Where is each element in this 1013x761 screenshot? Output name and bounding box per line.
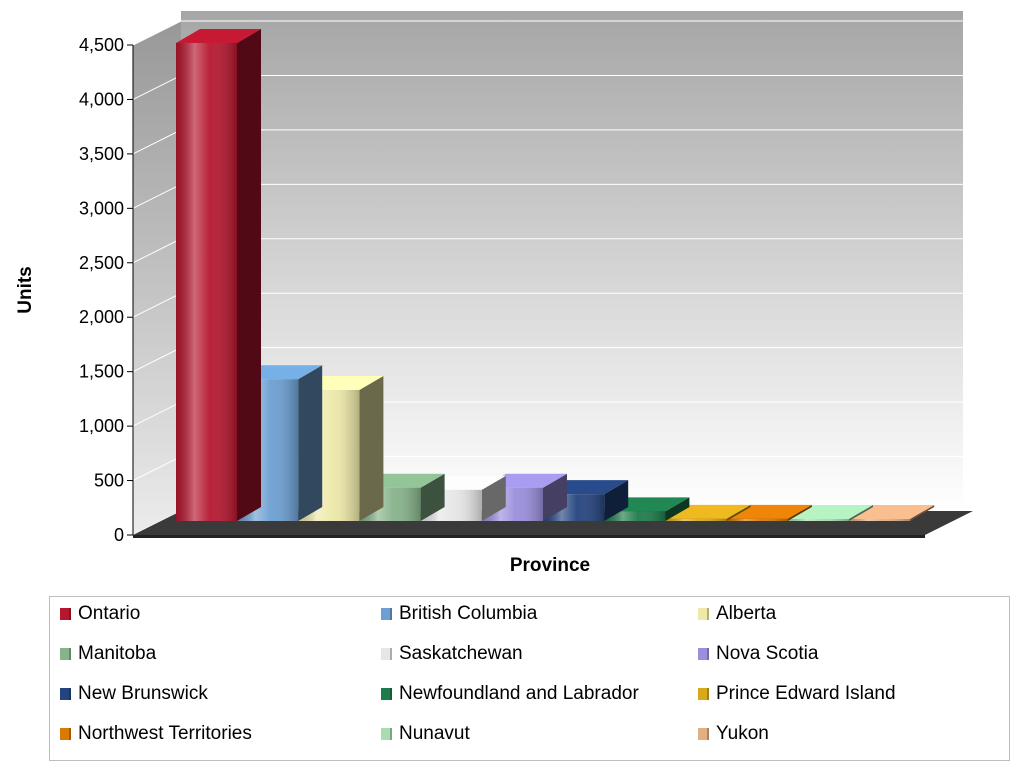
y-tick-label: 2,500 [79, 253, 124, 273]
y-tick-label: 4,000 [79, 89, 124, 109]
floor-edge [133, 535, 925, 538]
y-tick-label: 500 [94, 471, 124, 491]
side-wall [133, 21, 181, 535]
legend-item: Saskatchewan [381, 643, 523, 665]
x-axis-title: Province [510, 555, 590, 576]
bar-side [359, 375, 384, 521]
legend-item: Manitoba [60, 643, 156, 665]
bar-ontario [176, 29, 261, 521]
legend-label: Ontario [78, 603, 141, 624]
legend-label: Nunavut [399, 723, 470, 744]
bar-side [543, 473, 567, 521]
legend-label: Newfoundland and Labrador [399, 683, 639, 704]
legend-item: Yukon [698, 723, 769, 745]
legend-item: Northwest Territories [60, 723, 252, 745]
bar-front-sheen [665, 518, 727, 521]
legend-swatch [60, 728, 71, 740]
legend-item: Alberta [698, 603, 776, 625]
legend-item: Nunavut [381, 723, 470, 745]
legend-label: New Brunswick [78, 683, 208, 704]
legend-swatch [698, 728, 709, 740]
bar-side [910, 505, 935, 521]
bars [176, 29, 935, 521]
bar-chart: 0 500 1,000 1,500 2,000 2,500 3,000 3,500 4,000 4… [15, 11, 973, 576]
y-tick-label: 4,500 [79, 35, 124, 55]
legend-swatch [381, 728, 392, 740]
legend-label: Manitoba [78, 643, 157, 664]
legend-item: Nova Scotia [698, 643, 818, 665]
bar-top [176, 29, 261, 43]
legend-label: Nova Scotia [716, 643, 819, 664]
y-tick-label: 0 [114, 525, 124, 545]
y-axis-title: Units [15, 266, 36, 314]
legend-label: Saskatchewan [399, 643, 523, 664]
legend-item: New Brunswick [60, 683, 208, 705]
gridline [132, 20, 963, 46]
bar-front-sheen [176, 43, 237, 521]
y-axis-ticks: 0 500 1,000 1,500 2,000 2,500 3,000 3,500 4,000 4… [79, 35, 134, 545]
bar-side [787, 504, 812, 521]
legend-swatch [698, 648, 709, 660]
legend-label: Yukon [716, 723, 769, 744]
legend-item: Ontario [60, 603, 140, 625]
bar-top [788, 505, 873, 519]
bar-side [665, 497, 690, 521]
legend-item: Prince Edward Island [698, 683, 896, 705]
bar-front-sheen [604, 511, 666, 521]
bar-nunavut [788, 505, 873, 521]
bar-front-sheen [726, 518, 788, 521]
bar-top [849, 505, 935, 519]
bar-side [481, 475, 506, 521]
legend-label: Northwest Territories [78, 723, 252, 744]
legend-swatch [381, 688, 392, 700]
y-tick-label: 3,000 [79, 198, 124, 218]
legend-swatch [381, 608, 392, 620]
bar-front-sheen [788, 519, 849, 521]
legend-swatch [698, 688, 709, 700]
legend-item: Newfoundland and Labrador [381, 683, 639, 705]
bar-side [726, 504, 751, 521]
legend-swatch [60, 648, 71, 660]
y-tick-label: 1,000 [79, 416, 124, 436]
legend-label: Prince Edward Island [716, 683, 896, 704]
legend-swatch [60, 688, 71, 700]
legend-swatch [60, 608, 71, 620]
y-tick-label: 1,500 [79, 362, 124, 382]
bar-side [849, 505, 873, 521]
bar-side [420, 473, 445, 521]
legend-swatch [381, 648, 392, 660]
bar-front-sheen [849, 519, 911, 521]
y-tick-label: 2,000 [79, 307, 124, 327]
legend-label: Alberta [716, 603, 777, 624]
bar-side [237, 29, 261, 521]
bar-side [604, 480, 629, 521]
y-tick-label: 3,500 [79, 144, 124, 164]
legend-item: British Columbia [381, 603, 537, 625]
legend: Ontario British Columbia Alberta Manitoba Sa… [49, 596, 1010, 761]
bar-yukon [849, 505, 935, 521]
bar-side [298, 365, 323, 521]
legend-label: British Columbia [399, 603, 538, 624]
legend-swatch [698, 608, 709, 620]
